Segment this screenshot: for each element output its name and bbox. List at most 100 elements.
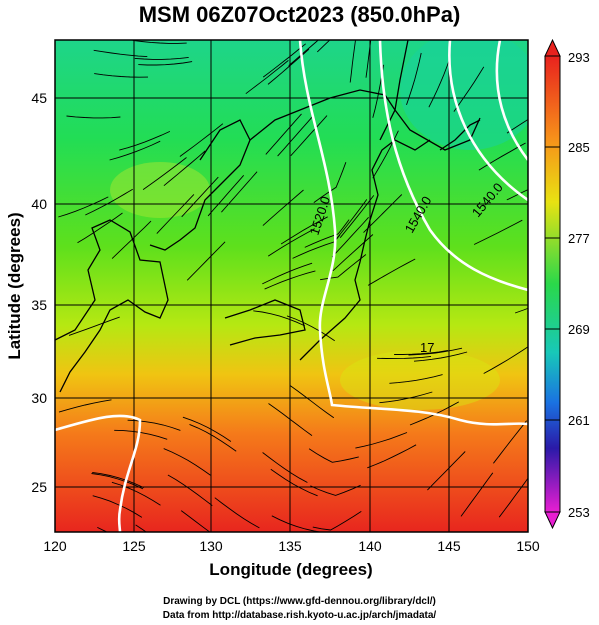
streamline [332,234,374,272]
y-tick-label: 25 [31,479,47,495]
streamline [408,347,463,356]
streamline [493,420,527,464]
streamline [163,448,211,476]
streamline [77,212,123,244]
streamline [186,241,226,281]
streamline [498,477,528,518]
streamline [135,524,147,532]
y-tick-label: 35 [31,297,47,313]
streamline [331,216,369,258]
plot-frame [54,39,529,533]
colorbar-min-arrow [544,511,561,530]
x-axis-label: Longitude (degrees) [209,560,372,579]
streamline [290,115,328,157]
credit-data: Data from http://database.rish.kyoto-u.a… [162,610,437,621]
streamline [339,195,375,238]
streamline [267,228,315,257]
height-contours [55,40,528,532]
streamline [85,188,133,216]
streamline [372,130,399,179]
streamline [91,473,144,490]
temperature-field [55,40,528,532]
streamline [119,130,171,151]
colorbar-tick-label: 253 [568,505,590,520]
plot-title: MSM 06Z07Oct2023 (850.0hPa) [138,2,461,27]
credit-drawing: Drawing by DCL (https://www.gfd-dennou.o… [163,596,436,607]
colorbar: 293 285 277 269 261 253 [544,38,590,530]
streamline [180,510,211,532]
streamline [94,73,149,78]
colorbar-tick-label: 285 [568,140,590,155]
streamline [127,419,181,431]
streamline [349,40,356,83]
x-tick-label: 140 [358,538,382,554]
streamline [313,162,347,203]
streamline [138,61,193,66]
streamline [179,123,224,157]
streamline [189,423,237,452]
y-tick-label: 45 [31,90,47,106]
streamline [379,391,433,404]
x-tick-label: 135 [278,538,302,554]
streamline [286,315,335,342]
streamline [58,196,109,218]
streamline [207,175,245,217]
y-tick-label: 40 [31,196,47,212]
colorbar-max-arrow [544,38,561,57]
y-tick-label: 30 [31,390,47,406]
streamline [377,355,432,360]
streamline [277,115,314,157]
streamline [413,351,468,362]
streamline [312,511,362,531]
streamline [92,471,144,489]
streamline [66,115,121,119]
streamline [365,40,372,78]
streamline [262,189,304,226]
streamline [109,140,161,161]
colorbar-tick-label: 261 [568,413,590,428]
graticule [55,40,528,532]
streamline [427,451,466,491]
contour-label-17: 17 [420,340,434,355]
streamline [270,468,318,497]
streamline [367,258,416,286]
colorbar-tick-label: 293 [568,50,590,65]
streamline [316,40,331,53]
streamline [506,118,528,134]
streamline [262,262,313,285]
streamline [367,444,417,469]
streamline [271,515,323,532]
streamline [473,219,523,245]
streamline [355,432,408,449]
streamline [265,113,302,155]
colorbar-tick-label: 269 [568,322,590,337]
x-tick-label: 125 [122,538,146,554]
streamline [163,150,206,187]
x-tick-label: 120 [43,538,67,554]
x-tick-label: 150 [516,538,540,554]
streamline [506,189,528,201]
streamline [304,219,350,248]
colorbar-tick-label: 277 [568,231,590,246]
streamline [167,474,213,506]
streamline [221,171,258,213]
y-axis-label: Latitude (degrees) [5,212,24,359]
streamline [428,57,451,108]
streamline [156,194,195,234]
streamline [262,452,308,483]
streamline [290,385,335,419]
streamline [308,448,359,463]
streamline [394,350,448,355]
streamline [483,346,528,374]
coastlines [55,40,481,393]
streamline [93,49,148,58]
streamline [114,429,168,440]
streamline [453,66,485,112]
streamline [111,481,161,506]
streamline [406,52,422,106]
streamline [262,43,306,78]
x-tick-label: 145 [437,538,461,554]
streamline [280,216,328,245]
streamline [389,374,443,384]
streamlines [58,40,528,532]
